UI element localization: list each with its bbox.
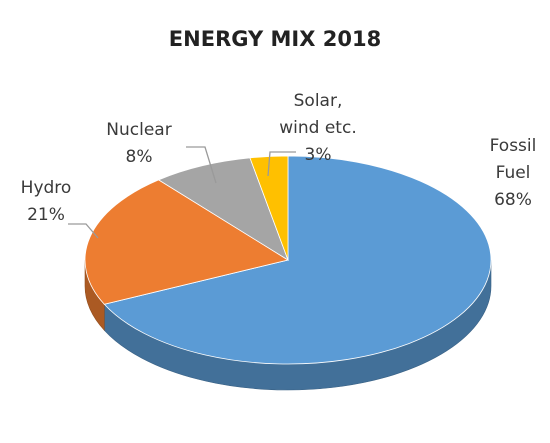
label-line: 68% bbox=[494, 190, 532, 210]
chart-title: ENERGY MIX 2018 bbox=[169, 27, 381, 51]
slice-solar-wind-etc bbox=[249, 155, 289, 261]
leader-line-solar-wind-etc bbox=[267, 151, 296, 177]
label-fossil-fuel: Fossil Fuel 68% bbox=[490, 136, 537, 210]
label-line: Fuel bbox=[496, 163, 531, 183]
leader-line-hydro bbox=[68, 223, 99, 239]
label-line: Solar, bbox=[294, 91, 343, 111]
label-line: 3% bbox=[305, 145, 332, 165]
label-solar-wind-etc: Solar, wind etc. 3% bbox=[279, 91, 356, 165]
leader-line-nuclear bbox=[186, 146, 217, 184]
label-line: 8% bbox=[126, 147, 153, 167]
label-line: Hydro bbox=[21, 178, 72, 198]
label-line: 21% bbox=[27, 205, 65, 225]
pie-top bbox=[84, 155, 492, 365]
label-line: Fossil bbox=[490, 136, 537, 156]
leader-lines bbox=[68, 146, 296, 239]
slice-hydro bbox=[84, 179, 290, 305]
label-nuclear: Nuclear 8% bbox=[106, 120, 171, 167]
label-hydro: Hydro 21% bbox=[21, 178, 72, 225]
slice-nuclear bbox=[157, 157, 289, 261]
slice-labels: Fossil Fuel 68% Hydro 21% Nuclear 8% Solar, wind… bbox=[21, 91, 537, 225]
label-line: wind etc. bbox=[279, 118, 356, 138]
label-line: Nuclear bbox=[106, 120, 171, 140]
slice-fossil-fuel bbox=[103, 155, 492, 365]
